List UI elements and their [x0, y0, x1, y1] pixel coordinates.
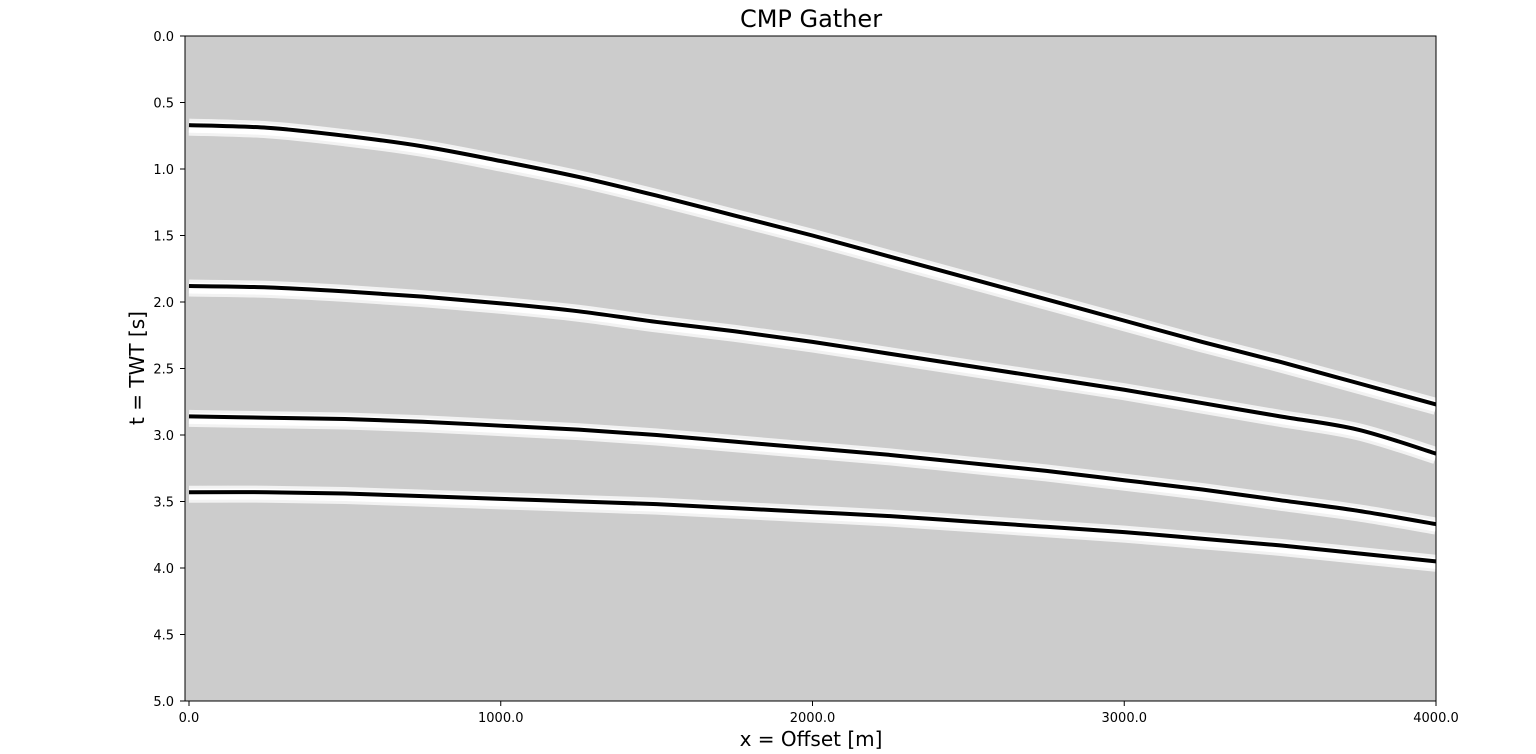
- y-tick-label: 3.0: [153, 429, 174, 444]
- y-axis-ticks: 0.0 0.5 1.0 1.5 2.0 2.5 3.0 3.5 4.0 4.5 5.0: [153, 30, 185, 710]
- y-tick-label: 5.0: [153, 695, 174, 710]
- reflection-events: [188, 118, 1436, 572]
- x-tick-label: 3000.0: [1102, 711, 1148, 726]
- reflection-event-1: [188, 123, 1436, 407]
- y-tick-label: 3.5: [153, 496, 174, 511]
- x-axis-ticks: 0.0 1000.0 2000.0 3000.0 4000.0: [179, 701, 1459, 726]
- x-tick-label: 2000.0: [790, 711, 836, 726]
- reflection-event-3: [188, 414, 1436, 527]
- x-tick-label: 0.0: [179, 711, 200, 726]
- y-tick-label: 4.0: [153, 562, 174, 577]
- reflection-event-4: [188, 490, 1436, 564]
- y-tick-label: 1.0: [153, 163, 174, 178]
- y-axis-label: t = TWT [s]: [125, 311, 149, 425]
- y-tick-label: 2.5: [153, 363, 174, 378]
- chart-title: CMP Gather: [740, 5, 882, 33]
- y-tick-label: 2.0: [153, 296, 174, 311]
- y-tick-label: 1.5: [153, 230, 174, 245]
- y-tick-label: 0.0: [153, 30, 174, 45]
- x-tick-label: 4000.0: [1413, 711, 1459, 726]
- reflection-event-2: [188, 284, 1436, 456]
- x-tick-label: 1000.0: [478, 711, 524, 726]
- y-tick-label: 4.5: [153, 629, 174, 644]
- x-axis-label: x = Offset [m]: [740, 727, 883, 751]
- y-tick-label: 0.5: [153, 97, 174, 112]
